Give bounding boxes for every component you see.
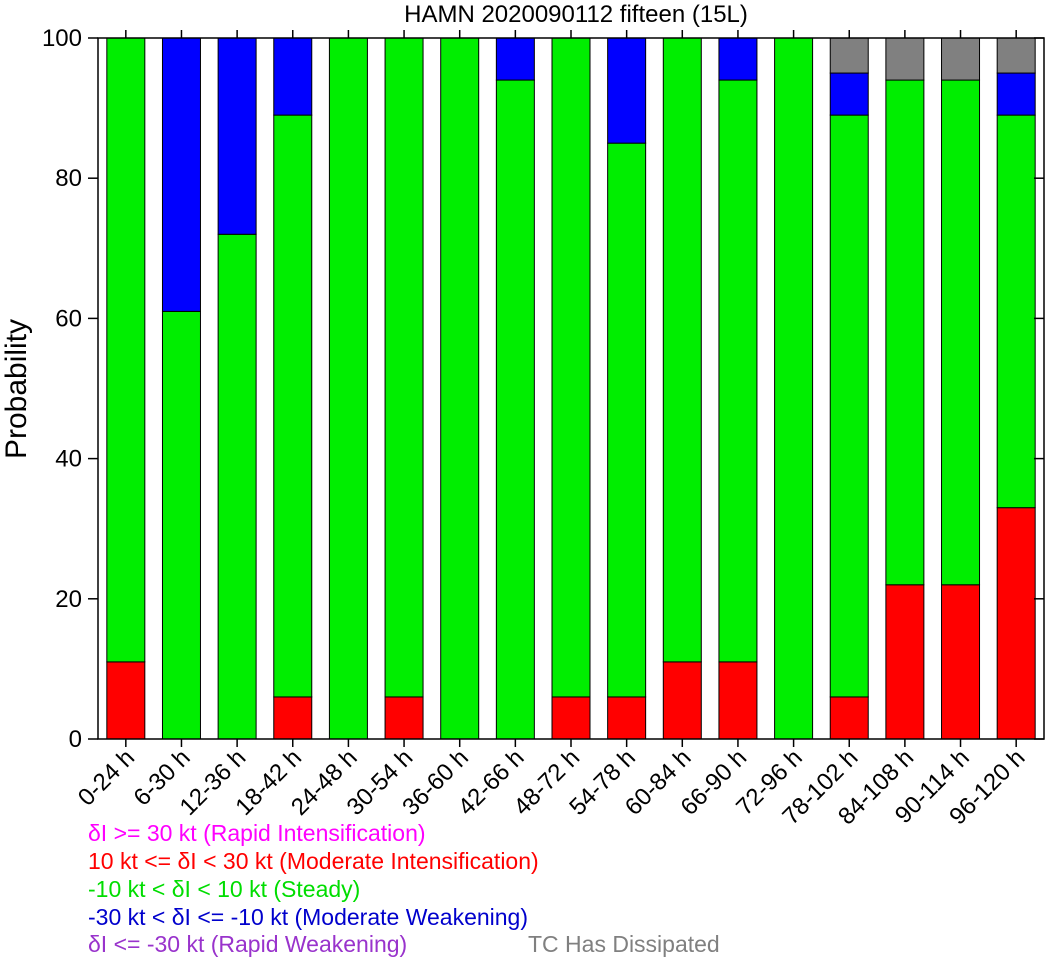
bar-steady-6: [440, 37, 480, 740]
bar-moderate_weakening-1: [161, 37, 201, 312]
legend-steady: -10 kt < δI < 10 kt (Steady): [88, 876, 361, 902]
bars-group: [106, 37, 1036, 740]
bar-steady-2: [217, 233, 257, 740]
x-tick-label-0: 0-24 h: [73, 744, 140, 811]
bar-moderate_weakening-13: [829, 72, 869, 116]
bar-steady-15: [941, 79, 981, 586]
bar-moderate_weakening-9: [607, 37, 647, 144]
bar-steady-10: [662, 37, 702, 663]
bar-moderate_intensification-10: [662, 661, 702, 740]
bar-moderate_intensification-13: [829, 696, 869, 740]
y-tick-label-3: 60: [55, 305, 82, 332]
bar-dissipated-15: [941, 37, 981, 81]
bar-moderate_intensification-11: [718, 661, 758, 740]
legend-moderate-intensification: 10 kt <= δI < 30 kt (Moderate Intensific…: [88, 848, 539, 874]
bar-steady-12: [774, 37, 814, 740]
y-tick-label-2: 40: [55, 446, 82, 473]
y-tick-label-5: 100: [42, 25, 82, 52]
y-tick-labels: 0 20 40 60 80 100: [42, 25, 82, 753]
bar-moderate_intensification-3: [273, 696, 313, 740]
bar-moderate_intensification-5: [384, 696, 424, 740]
bar-moderate_weakening-7: [495, 37, 535, 81]
bar-steady-5: [384, 37, 424, 698]
y-tick-label-4: 80: [55, 165, 82, 192]
bar-moderate_weakening-11: [718, 37, 758, 81]
bar-moderate_intensification-0: [106, 661, 146, 740]
x-tick-labels: 0-24 h6-30 h12-36 h18-42 h24-48 h30-54 h…: [73, 744, 1031, 830]
bar-steady-4: [328, 37, 368, 740]
bar-moderate_weakening-2: [217, 37, 257, 235]
chart-title: HAMN 2020090112 fifteen (15L): [404, 1, 748, 28]
y-tick-label-0: 0: [69, 726, 82, 753]
bar-steady-1: [161, 310, 201, 740]
bar-moderate_intensification-16: [996, 507, 1036, 740]
y-tick-label-1: 20: [55, 586, 82, 613]
bar-steady-0: [106, 37, 146, 663]
bar-dissipated-16: [996, 37, 1036, 74]
bar-steady-16: [996, 114, 1036, 509]
legend-rapid-weakening: δI <= -30 kt (Rapid Weakening): [88, 931, 408, 957]
legend-dissipated: TC Has Dissipated: [528, 931, 720, 957]
bar-moderate_weakening-3: [273, 37, 313, 116]
bar-moderate_intensification-14: [885, 584, 925, 740]
bar-steady-14: [885, 79, 925, 586]
bar-moderate_intensification-8: [551, 696, 591, 740]
bar-steady-11: [718, 79, 758, 663]
legend-moderate-weakening: -30 kt < δI <= -10 kt (Moderate Weakenin…: [88, 904, 529, 930]
bar-dissipated-14: [885, 37, 925, 81]
bar-steady-9: [607, 142, 647, 698]
bar-steady-3: [273, 114, 313, 698]
bar-moderate_intensification-15: [941, 584, 981, 740]
bar-steady-8: [551, 37, 591, 698]
bar-steady-13: [829, 114, 869, 698]
bar-dissipated-13: [829, 37, 869, 74]
bar-moderate_weakening-16: [996, 72, 1036, 116]
y-axis-label: Probability: [0, 319, 33, 459]
bar-moderate_intensification-9: [607, 696, 647, 740]
bar-steady-7: [495, 79, 535, 740]
axes-group: [88, 30, 1045, 747]
legend-rapid-intensification: δI >= 30 kt (Rapid Intensification): [88, 820, 426, 846]
